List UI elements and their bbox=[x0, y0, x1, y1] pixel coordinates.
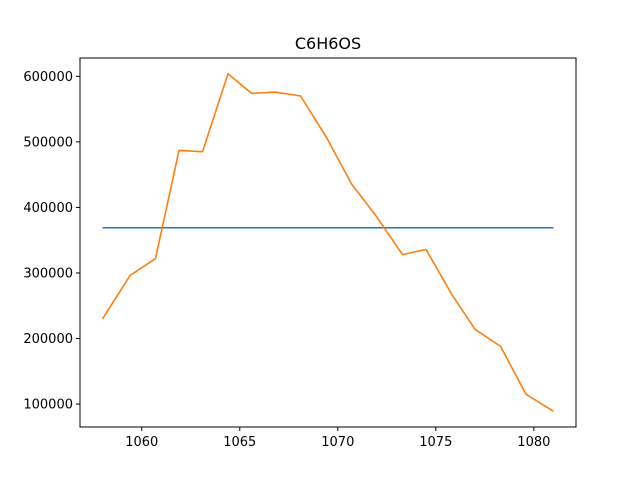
series-line-2 bbox=[101, 72, 554, 412]
y-tick-label: 400000 bbox=[23, 201, 73, 216]
x-tick-label: 1070 bbox=[321, 435, 354, 450]
chart-title: C6H6OS bbox=[295, 34, 361, 53]
y-tick-label: 600000 bbox=[23, 70, 73, 85]
y-tick-label: 300000 bbox=[23, 266, 73, 281]
axis-layer: 1060 1065 1070 1075 1080 100000 200000 300000 40… bbox=[23, 70, 550, 450]
x-tick-label: 1080 bbox=[517, 435, 550, 450]
x-tick-label: 1065 bbox=[223, 435, 256, 450]
plot-frame bbox=[79, 57, 577, 428]
y-tick-label: 500000 bbox=[23, 135, 73, 150]
y-tick-label: 100000 bbox=[23, 398, 73, 413]
x-tick-label: 1075 bbox=[419, 435, 452, 450]
y-tick-label: 200000 bbox=[23, 332, 73, 347]
plot-layer bbox=[101, 72, 554, 412]
x-tick-label: 1060 bbox=[125, 435, 158, 450]
